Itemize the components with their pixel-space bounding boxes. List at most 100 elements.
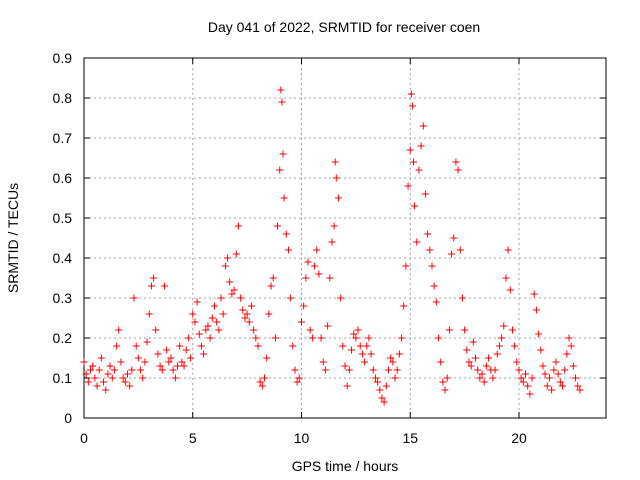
data-point [245,318,253,326]
data-point [287,294,295,302]
data-point [565,334,573,342]
y-tick-label: 0.7 [53,130,73,146]
data-point [445,326,453,334]
data-point [215,326,223,334]
data-point [535,330,543,338]
data-point [239,306,247,314]
data-point [478,370,486,378]
x-tick-label: 5 [189,430,197,446]
data-point [502,274,510,282]
data-point [461,326,469,334]
data-point [393,366,401,374]
data-point [291,366,299,374]
data-point [339,342,347,350]
data-point [158,366,166,374]
data-point [321,366,329,374]
data-point [552,358,560,366]
data-point [169,366,177,374]
data-point [524,382,532,390]
data-point [556,378,564,386]
data-point [197,342,205,350]
data-point [308,334,316,342]
data-point [406,146,414,154]
data-point [532,306,540,314]
y-tick-label: 0 [64,410,72,426]
data-point [476,374,484,382]
data-point [326,274,334,282]
data-point [128,366,136,374]
y-tick-label: 0.8 [53,90,73,106]
data-point [426,246,434,254]
x-tick-label: 0 [80,430,88,446]
data-point [467,362,475,370]
data-point [482,362,490,370]
data-point [500,322,508,330]
data-point [211,302,218,310]
data-point [108,374,116,382]
data-point [382,382,390,390]
data-point [302,274,310,282]
data-point [491,366,499,374]
data-point [350,330,358,338]
data-point [387,354,395,362]
data-point [341,362,349,370]
data-point [389,358,397,366]
data-point [430,282,438,290]
data-point [515,366,523,374]
data-point [271,334,279,342]
y-tick-label: 0.1 [53,370,73,386]
data-point [528,374,536,382]
data-point [160,282,168,290]
data-point [121,378,129,386]
data-point [452,158,460,166]
data-point [104,370,112,378]
x-tick-label: 15 [402,430,418,446]
data-point [213,318,221,326]
data-point [167,354,175,362]
data-point [115,326,123,334]
data-point [574,382,582,390]
data-point [324,322,332,330]
data-point [304,258,312,266]
data-point [508,326,516,334]
data-point [280,194,288,202]
data-point [132,342,140,350]
data-point [110,366,118,374]
data-point [448,250,456,258]
data-point [124,370,131,378]
data-point [206,334,214,342]
data-point [152,326,160,334]
data-point [408,102,416,110]
data-point [139,374,147,382]
data-point [147,282,155,290]
data-point [576,386,584,394]
data-point [465,358,473,366]
data-point [232,250,240,258]
data-point [182,346,190,354]
data-point [561,366,569,374]
grid-lines [84,58,606,418]
data-point [113,342,121,350]
data-point [219,310,227,318]
data-point [191,318,199,326]
data-point [269,274,277,282]
data-point [410,158,418,166]
data-point [454,166,462,174]
data-point [554,370,562,378]
data-point [432,298,440,306]
data-point [572,374,580,382]
data-point [277,86,285,94]
data-point [282,230,290,238]
data-point [237,294,245,302]
data-point [97,354,105,362]
data-point [319,358,327,366]
data-point [274,222,282,230]
data-point [337,294,345,302]
data-point [345,366,353,374]
data-point [413,238,421,246]
data-point [130,294,138,302]
data-point [315,270,323,278]
data-point [402,262,410,270]
data-point [145,310,153,318]
